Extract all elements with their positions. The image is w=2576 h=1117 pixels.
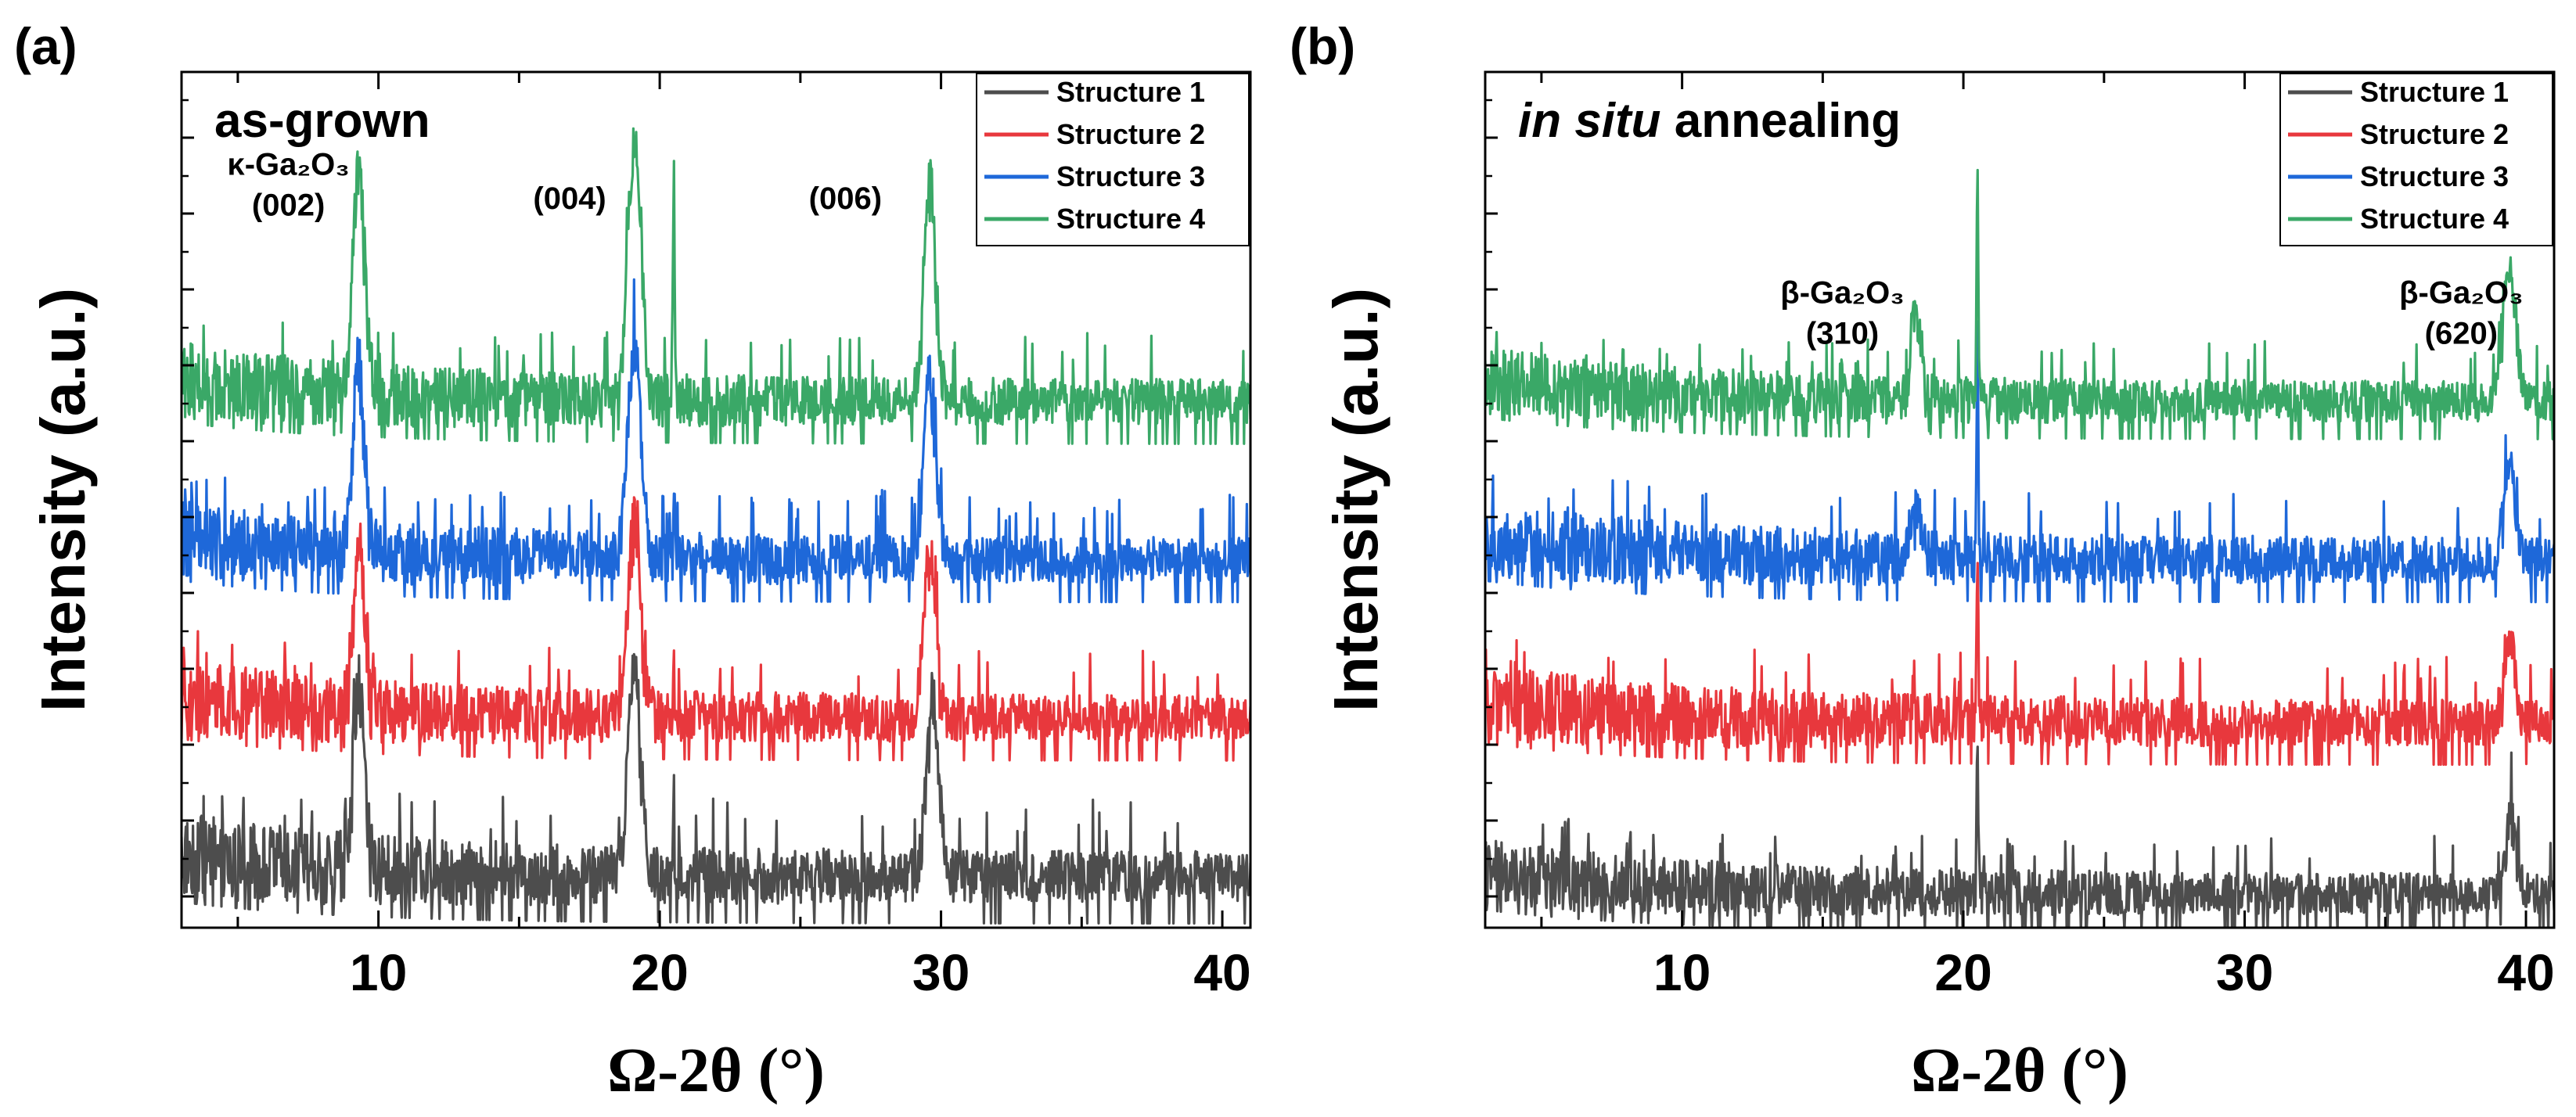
peak-annotation: (620) <box>2425 316 2498 350</box>
legend-entry: Structure 3 <box>1056 160 1205 192</box>
peak-annotation: κ-Ga₂O₃ <box>227 147 349 181</box>
series-line-structure-3 <box>182 278 1250 604</box>
legend: Structure 1 Structure 2 Structure 3 Structu… <box>976 73 1250 246</box>
axes-frame <box>180 70 1252 929</box>
series-line-structure-2 <box>1485 562 2554 767</box>
panel-label: (a) <box>14 17 77 75</box>
series-line-structure-2 <box>182 496 1250 762</box>
x-tick-label: 40 <box>1193 943 1250 1001</box>
series-line-structure-4 <box>182 127 1250 445</box>
legend-entry: Structure 1 <box>2360 76 2509 108</box>
panel-label: (b) <box>1290 17 1355 75</box>
legend-box <box>2279 73 2553 246</box>
plot-area <box>182 127 1250 925</box>
panel-title-italic: in situ <box>1518 94 1661 148</box>
panel-a: 10 20 30 40 Ω-2θ (°) Intensity (a.u.) (a) as-gr… <box>14 17 1252 1105</box>
legend: Structure 1 Structure 2 Structure 3 Structu… <box>2279 73 2553 246</box>
x-tick-label: 30 <box>912 943 970 1001</box>
peak-annotation: β-Ga₂O₃ <box>2399 275 2523 310</box>
x-tick-label: 10 <box>1653 943 1711 1001</box>
x-axis-label: Ω-2θ (°) <box>1911 1036 2128 1105</box>
peak-annotation: (004) <box>533 181 606 216</box>
plot-area <box>1485 168 2554 928</box>
legend-entry: Structure 3 <box>2360 160 2509 192</box>
panel-b: 10 20 30 40 Ω-2θ (°) Intensity (a.u.) (b) in si… <box>1290 17 2556 1105</box>
panel-title: in situ annealing <box>1518 94 1901 148</box>
peak-annotation: β-Ga₂O₃ <box>1780 275 1904 310</box>
peak-annotation: (310) <box>1806 316 1879 350</box>
y-axis-label: Intensity (a.u.) <box>28 288 98 712</box>
legend-box <box>976 73 1250 246</box>
legend-entry: Structure 4 <box>2360 203 2509 235</box>
series-line-structure-1 <box>1485 745 2554 928</box>
series-line-structure-1 <box>182 652 1250 925</box>
y-axis-label: Intensity (a.u.) <box>1321 288 1391 712</box>
legend-entry: Structure 4 <box>1056 203 1205 235</box>
x-tick-label: 40 <box>2497 943 2554 1001</box>
peak-annotation: (002) <box>252 188 325 222</box>
axes-frame <box>1484 70 2556 929</box>
x-tick-label: 20 <box>631 943 688 1001</box>
series-line-structure-3 <box>1485 320 2554 604</box>
peak-annotation: (006) <box>809 181 882 216</box>
legend-entry: Structure 2 <box>2360 118 2509 150</box>
legend-entry: Structure 1 <box>1056 76 1205 108</box>
legend-entry: Structure 2 <box>1056 118 1205 150</box>
series-line-structure-4 <box>1485 168 2554 440</box>
x-tick-label: 10 <box>350 943 407 1001</box>
panel-title-rest: annealing <box>1661 94 1901 148</box>
panel-title: as-grown <box>214 94 430 148</box>
x-tick-label: 20 <box>1934 943 1991 1001</box>
x-tick-label: 30 <box>2216 943 2273 1001</box>
x-axis-label: Ω-2θ (°) <box>607 1036 825 1105</box>
